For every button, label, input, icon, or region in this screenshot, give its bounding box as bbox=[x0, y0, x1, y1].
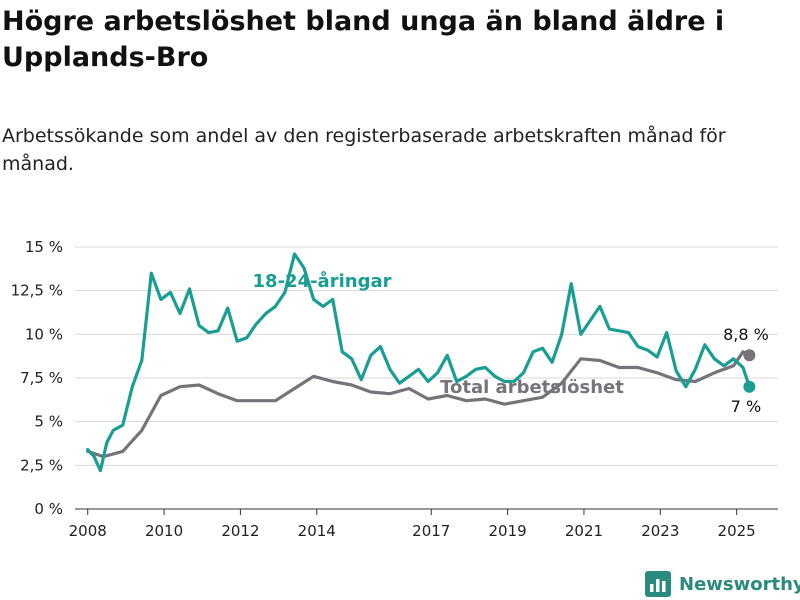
series-label-total: Total arbetslöshet bbox=[440, 377, 624, 398]
x-tick-label: 2021 bbox=[565, 522, 603, 540]
end-value-youth: 7 % bbox=[731, 397, 761, 416]
y-tick-label: 0 % bbox=[34, 500, 63, 518]
y-tick-label: 15 % bbox=[25, 238, 63, 256]
end-value-total: 8,8 % bbox=[723, 325, 769, 344]
x-tick-label: 2010 bbox=[145, 522, 183, 540]
x-tick-label: 2017 bbox=[412, 522, 450, 540]
y-tick-label: 5 % bbox=[34, 413, 63, 431]
end-point-youth bbox=[743, 380, 756, 393]
y-tick-label: 12,5 % bbox=[11, 282, 63, 300]
x-tick-label: 2012 bbox=[221, 522, 259, 540]
series-lines bbox=[86, 252, 751, 473]
series-line-youth bbox=[86, 252, 751, 473]
x-tick-label: 2019 bbox=[489, 522, 527, 540]
series-line-total bbox=[86, 350, 751, 459]
chart-title: Högre arbetslöshet bland unga än bland ä… bbox=[2, 6, 725, 73]
chart-subtitle: Arbetssökande som andel av den registerb… bbox=[2, 125, 726, 175]
brand-logo: Newsworthy bbox=[645, 568, 800, 600]
end-points bbox=[743, 349, 756, 393]
x-tick-label: 2025 bbox=[718, 522, 756, 540]
x-tick-label: 2023 bbox=[641, 522, 679, 540]
y-axis-ticks: 0 % 2,5 % 5 % 7,5 % 10 % 12,5 % 15 % bbox=[11, 238, 63, 518]
y-tick-label: 10 % bbox=[25, 325, 63, 343]
end-point-total bbox=[743, 349, 756, 362]
y-tick-label: 7,5 % bbox=[20, 369, 63, 387]
bar-chart-icon bbox=[645, 571, 671, 597]
x-tick-label: 2008 bbox=[69, 522, 107, 540]
x-tick-label: 2014 bbox=[298, 522, 336, 540]
x-axis: 2008 2010 2012 2014 2017 2019 2021 2023 2025 bbox=[69, 509, 756, 540]
brand-name: Newsworthy bbox=[679, 573, 800, 595]
y-tick-label: 2,5 % bbox=[20, 456, 63, 474]
series-label-youth: 18-24-åringar bbox=[253, 270, 392, 292]
